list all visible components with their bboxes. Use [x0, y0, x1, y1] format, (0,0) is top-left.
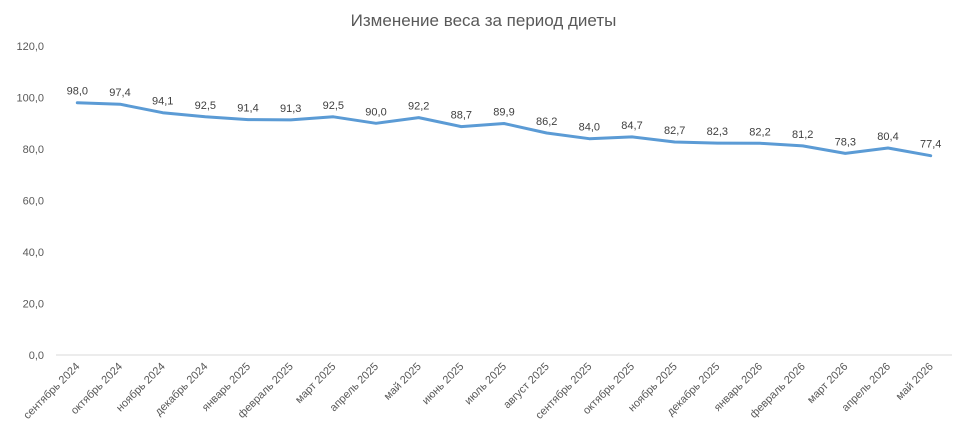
data-label: 90,0	[365, 106, 386, 118]
series-line	[75, 101, 933, 158]
data-label: 88,7	[451, 110, 472, 122]
x-tick-label: май 2025	[382, 361, 424, 403]
data-label: 84,7	[621, 120, 642, 132]
data-label: 89,9	[493, 107, 514, 119]
x-tick-label: март 2026	[805, 361, 850, 406]
y-tick-label: 60,0	[23, 196, 44, 208]
data-label: 91,3	[280, 103, 301, 115]
data-label: 86,2	[536, 116, 557, 128]
x-tick-label: июнь 2025	[420, 361, 466, 407]
data-label: 91,4	[237, 103, 258, 115]
y-tick-label: 80,0	[23, 144, 44, 156]
y-tick-label: 40,0	[23, 247, 44, 259]
x-tick-label: июль 2025	[463, 361, 510, 408]
x-tick-label: март 2025	[293, 361, 338, 406]
data-label: 81,2	[792, 129, 813, 141]
data-label: 78,3	[835, 136, 856, 148]
data-label: 82,7	[664, 125, 685, 137]
data-label: 92,5	[195, 100, 216, 112]
data-label: 92,2	[408, 101, 429, 113]
data-label: 82,3	[707, 126, 728, 138]
data-label: 80,4	[877, 131, 898, 143]
y-tick-label: 120,0	[16, 41, 44, 53]
data-label: 92,5	[323, 100, 344, 112]
data-label: 98,0	[67, 86, 88, 98]
data-label: 97,4	[109, 87, 130, 99]
y-tick-label: 20,0	[23, 299, 44, 311]
data-label: 94,1	[152, 96, 173, 108]
chart-title: Изменение веса за период диеты	[350, 11, 617, 30]
y-tick-label: 0,0	[29, 350, 44, 362]
data-label: 77,4	[920, 139, 941, 151]
y-tick-label: 100,0	[16, 93, 44, 105]
data-labels: 98,0 97,4 94,1 92,5 91,4 91,3 92,5 90,0 92,2 88,7…	[67, 86, 942, 151]
data-label: 84,0	[579, 122, 600, 134]
data-label: 82,2	[749, 126, 770, 138]
y-axis-ticks: 0,0 20,0 40,0 60,0 80,0 100,0 120,0	[16, 41, 44, 362]
x-tick-label: май 2026	[894, 361, 936, 403]
